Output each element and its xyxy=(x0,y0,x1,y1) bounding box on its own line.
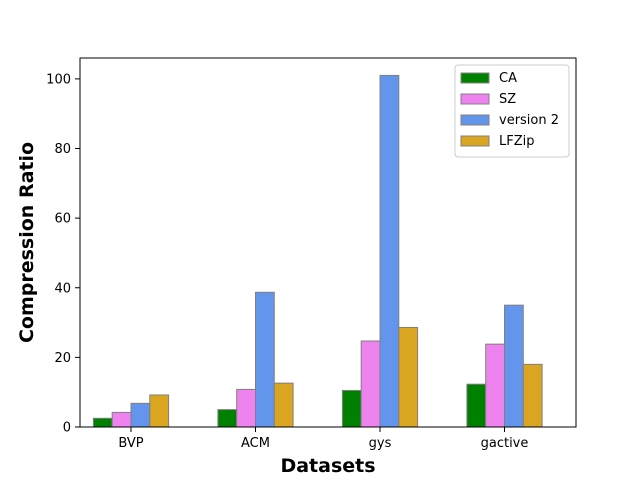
y-tick-label: 40 xyxy=(54,281,71,296)
bar-lfzip-acm xyxy=(273,382,294,428)
legend: CA SZ version 2 LFZip xyxy=(454,64,570,158)
y-tick-label: 80 xyxy=(54,142,71,157)
bar-sz-gys xyxy=(360,340,381,428)
bar-version-2-bvp xyxy=(130,402,151,428)
x-tick-label: gys xyxy=(369,436,392,451)
y-axis: 0 20 40 60 80 100 xyxy=(46,72,80,436)
legend-swatch xyxy=(460,135,490,147)
x-tick-label: gactive xyxy=(481,436,529,451)
plot-frame xyxy=(79,57,577,428)
bar-version-2-gys xyxy=(379,74,400,428)
legend-swatch xyxy=(460,72,490,84)
legend-box xyxy=(454,64,570,158)
x-axis-title: Datasets xyxy=(280,455,375,477)
y-tick-label: 0 xyxy=(63,421,71,436)
bar-lfzip-gactive xyxy=(522,363,543,428)
bar-sz-acm xyxy=(236,388,256,428)
legend-label: version 2 xyxy=(499,113,559,128)
bars-layer xyxy=(92,74,543,428)
legend-label: LFZip xyxy=(499,134,535,149)
y-tick-label: 100 xyxy=(46,72,71,87)
bar-version-2-acm xyxy=(255,291,275,428)
bar-ca-bvp xyxy=(92,417,113,428)
x-axis: BVP ACM gys gactive xyxy=(118,427,528,451)
bar-ca-acm xyxy=(217,409,238,428)
y-axis-title: Compression Ratio xyxy=(16,142,38,343)
bar-ca-gactive xyxy=(466,383,487,428)
x-tick-label: ACM xyxy=(241,436,270,451)
legend-swatch xyxy=(460,114,490,126)
legend-label: SZ xyxy=(499,92,516,107)
bar-ca-gys xyxy=(341,389,362,428)
bar-lfzip-bvp xyxy=(149,394,170,428)
bar-sz-bvp xyxy=(111,411,132,428)
bar-sz-gactive xyxy=(485,343,506,428)
legend-label: CA xyxy=(499,71,517,86)
y-tick-label: 60 xyxy=(54,212,71,227)
bar-lfzip-gys xyxy=(398,326,419,428)
x-tick-label: BVP xyxy=(118,436,143,451)
y-tick-label: 20 xyxy=(54,351,71,366)
legend-swatch xyxy=(460,93,490,105)
bar-version-2-gactive xyxy=(504,304,524,428)
